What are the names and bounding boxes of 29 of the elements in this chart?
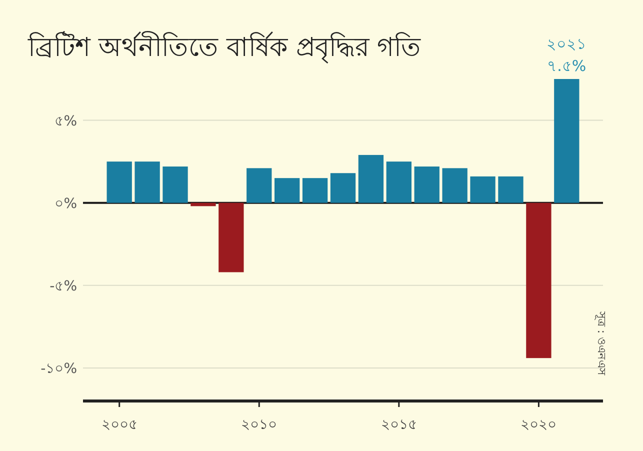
chart-title: ব্রিটিশ অর্থনীতিতে বার্ষিক প্রবৃদ্ধির গতি [27,31,422,63]
bar [274,178,300,203]
y-tick-label: -১০% [40,360,77,377]
bar [358,154,384,203]
x-tick-label: ২০১৫ [380,417,417,433]
x-tick-label: ২০২০ [520,417,557,433]
bar [526,202,552,358]
annotation: সূত্র : ওএনএস [595,310,608,376]
y-tick-label: -৫% [50,278,77,294]
bar [134,162,160,203]
x-tick-label: ২০১০ [241,417,278,433]
annotation: ৭.৫% [547,57,586,75]
bar [414,166,440,203]
y-tick-label: ৫% [54,113,77,130]
bar [302,178,328,203]
y-tick-label: ০% [54,196,77,212]
bar [442,168,468,203]
bar [162,166,188,203]
bar [106,162,132,203]
bar [470,176,496,203]
bar [190,202,216,206]
x-tick-label: ২০০৫ [101,417,138,433]
bar [554,79,580,203]
bar [218,202,244,272]
bar [330,173,356,203]
annotation: ২০২১ [546,35,587,53]
bar [386,162,412,203]
bar [498,176,524,203]
bar [246,168,272,203]
